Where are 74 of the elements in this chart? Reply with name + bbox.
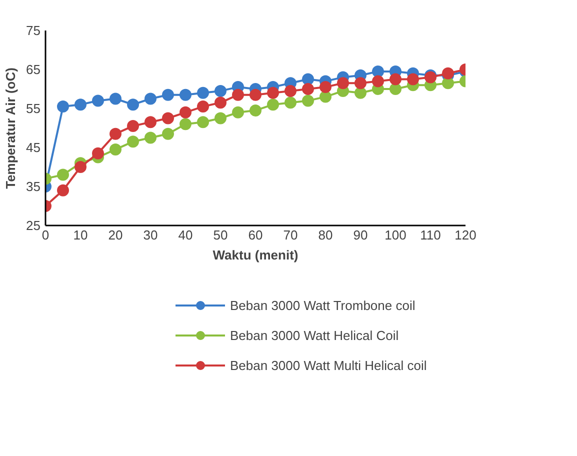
- y-tick-label: 35: [26, 179, 41, 194]
- point: [354, 86, 366, 99]
- point: [197, 116, 209, 128]
- point: [74, 98, 86, 111]
- point: [284, 84, 296, 97]
- x-tick-label: 40: [178, 228, 193, 242]
- point: [127, 120, 139, 132]
- point: [250, 104, 262, 116]
- point: [250, 88, 262, 101]
- point: [127, 136, 139, 148]
- point: [320, 90, 332, 103]
- x-axis-title: Waktu (menit): [212, 248, 298, 262]
- point: [127, 98, 139, 111]
- point: [372, 65, 384, 78]
- point: [57, 100, 69, 113]
- point: [197, 100, 209, 113]
- x-tick-label: 10: [73, 228, 88, 242]
- legend-label: Beban 3000 Watt Trombone coil: [230, 298, 416, 312]
- point: [110, 92, 122, 105]
- point: [320, 81, 332, 94]
- y-tick-label: 55: [26, 101, 41, 116]
- point: [354, 77, 366, 90]
- point: [284, 96, 296, 109]
- point: [162, 112, 174, 124]
- x-tick-label: 90: [353, 228, 368, 242]
- x-tick-label: 50: [213, 228, 228, 242]
- point: [337, 77, 349, 90]
- point: [390, 83, 402, 95]
- point: [232, 88, 244, 101]
- point: [197, 86, 209, 99]
- y-axis-title: Temperatur Air (oC): [3, 68, 18, 189]
- point: [162, 88, 174, 101]
- x-tick-label: 80: [318, 228, 333, 242]
- legend-label: Beban 3000 Watt Helical Coil: [230, 328, 399, 342]
- point: [180, 88, 192, 101]
- x-tick-label: 120: [454, 228, 476, 242]
- point: [180, 106, 192, 118]
- y-tick-label: 25: [26, 218, 41, 233]
- point: [74, 161, 86, 173]
- point: [302, 94, 314, 107]
- legend-label: Beban 3000 Watt Multi Helical coil: [230, 358, 427, 372]
- y-tick-label: 45: [26, 140, 41, 155]
- point: [144, 116, 156, 128]
- x-tick-label: 0: [42, 228, 50, 242]
- point: [302, 73, 314, 86]
- point: [180, 118, 192, 130]
- x-tick-label: 60: [248, 228, 263, 242]
- point: [144, 92, 156, 105]
- point: [92, 94, 104, 107]
- y-tick-label: 65: [26, 62, 41, 77]
- point: [144, 132, 156, 144]
- point: [214, 96, 226, 109]
- point: [390, 73, 402, 86]
- x-tick-label: 110: [420, 228, 441, 242]
- point: [267, 86, 279, 99]
- point: [57, 168, 69, 181]
- x-tick-label: 100: [384, 228, 406, 242]
- point: [232, 106, 244, 118]
- point: [442, 77, 454, 90]
- point: [214, 84, 226, 97]
- x-tick-label: 20: [108, 228, 123, 242]
- point: [302, 83, 314, 95]
- x-tick-label: 30: [143, 228, 158, 242]
- point: [57, 184, 69, 196]
- point: [162, 128, 174, 140]
- point: [92, 147, 104, 160]
- point: [214, 112, 226, 124]
- point: [110, 143, 122, 156]
- y-tick-label: 75: [26, 23, 41, 38]
- point: [407, 73, 419, 86]
- point: [372, 75, 384, 88]
- point: [267, 98, 279, 111]
- x-tick-label: 70: [283, 228, 298, 242]
- point: [110, 128, 122, 140]
